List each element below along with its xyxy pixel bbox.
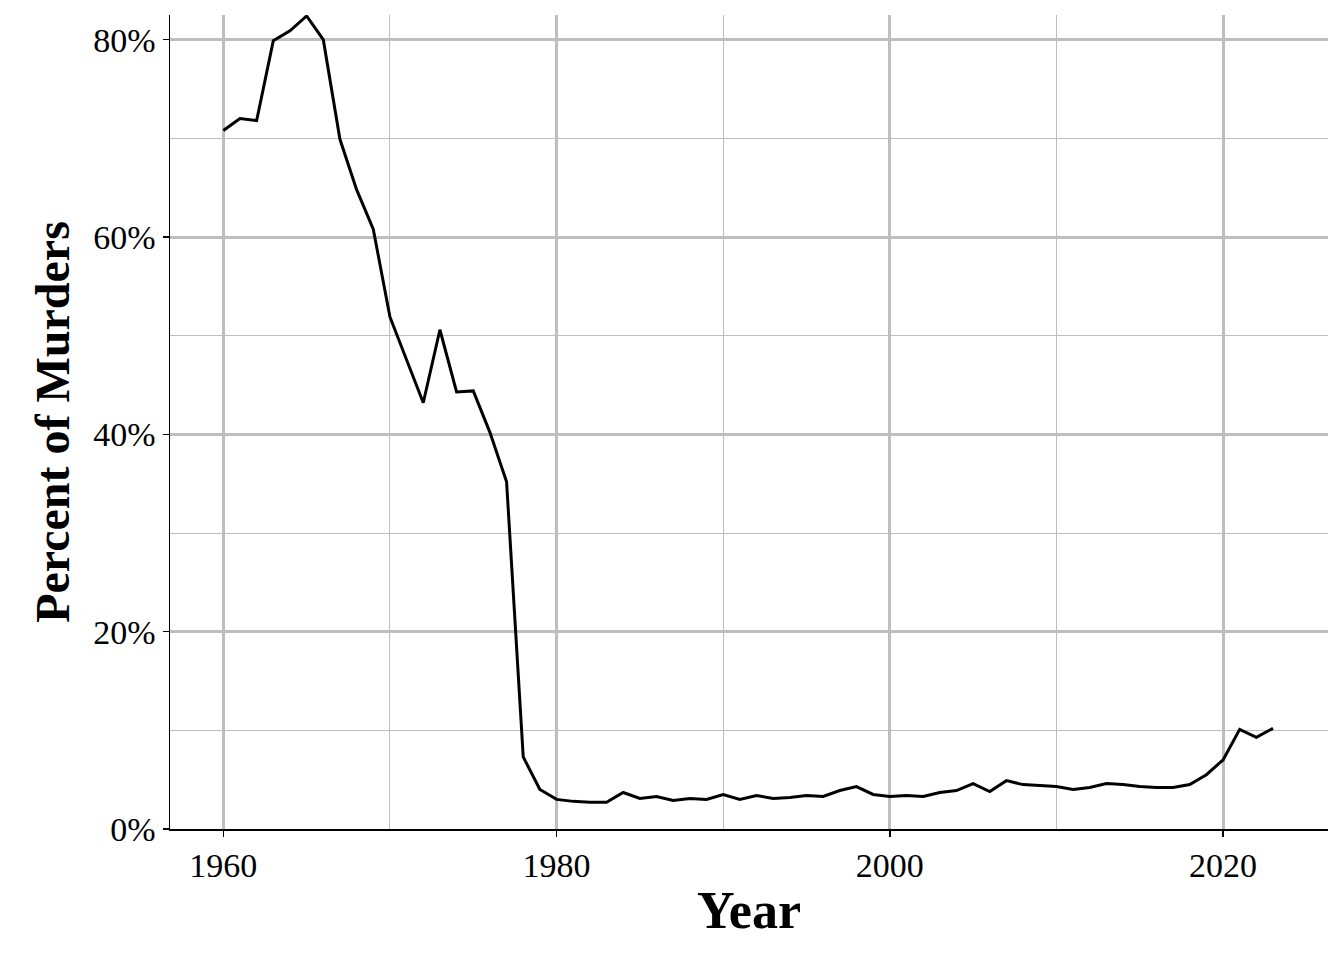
svg-text:40%: 40% <box>93 416 155 453</box>
svg-text:0%: 0% <box>110 811 155 848</box>
svg-text:80%: 80% <box>93 22 155 59</box>
svg-text:60%: 60% <box>93 219 155 256</box>
svg-text:Percent of Murders: Percent of Murders <box>26 221 79 623</box>
svg-text:Year: Year <box>697 882 801 939</box>
svg-text:2000: 2000 <box>856 847 924 884</box>
svg-text:20%: 20% <box>93 614 155 651</box>
svg-text:1980: 1980 <box>523 847 591 884</box>
svg-text:2020: 2020 <box>1189 847 1257 884</box>
svg-text:1960: 1960 <box>189 847 257 884</box>
